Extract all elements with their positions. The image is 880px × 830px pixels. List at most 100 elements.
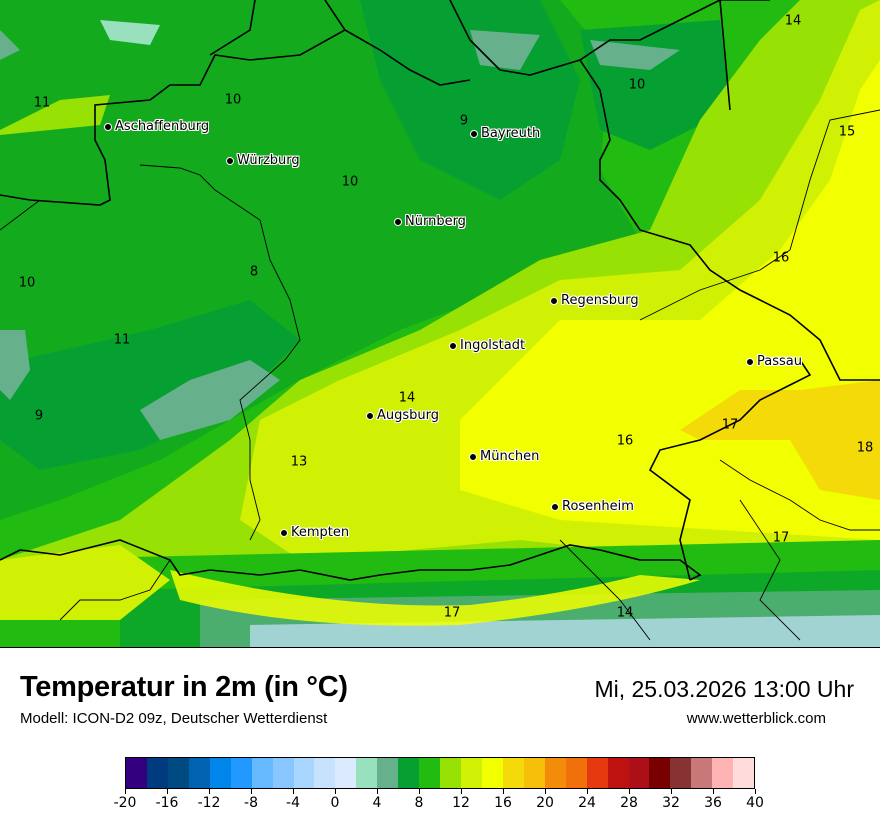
colorbar-segment <box>691 758 713 788</box>
colorbar-segment <box>607 758 629 788</box>
city-dot-icon <box>470 129 478 138</box>
city-marker-rosenheim: Rosenheim <box>551 499 634 514</box>
colorbar-tick-label: 20 <box>536 795 554 811</box>
map-value-label: 10 <box>628 77 646 93</box>
city-marker-nuernberg: Nürnberg <box>394 214 466 229</box>
colorbar-segment <box>335 758 357 788</box>
city-dot-icon <box>226 156 234 165</box>
map-value-label: 9 <box>34 408 44 424</box>
map-value-label: 16 <box>616 433 634 449</box>
colorbar-segment <box>628 758 650 788</box>
colorbar-segment <box>523 758 545 788</box>
colorbar-tick-label: 36 <box>704 795 722 811</box>
colorbar-segment <box>209 758 231 788</box>
colorbar-segment <box>440 758 461 788</box>
forecast-datetime: Mi, 25.03.2026 13:00 Uhr <box>594 676 854 702</box>
temperature-colorbar <box>125 757 755 789</box>
colorbar-tick-label: 28 <box>620 795 638 811</box>
colorbar-tick-label: -8 <box>244 795 258 811</box>
colorbar-tick-mark <box>166 789 168 794</box>
colorbar-tick-mark <box>208 789 210 794</box>
colorbar-tick-label: 0 <box>330 795 340 811</box>
colorbar-segment <box>586 758 608 788</box>
colorbar-segment <box>272 758 294 788</box>
map-value-label: 14 <box>784 13 802 29</box>
map-value-label: 10 <box>341 174 359 190</box>
colorbar-tick-label: 24 <box>578 795 596 811</box>
colorbar-tick-label: 32 <box>662 795 680 811</box>
map-value-label: 10 <box>18 275 36 291</box>
city-marker-passau: Passau <box>746 354 802 369</box>
colorbar-segment <box>565 758 587 788</box>
colorbar-segment <box>712 758 734 788</box>
colorbar-tick-label: -4 <box>286 795 300 811</box>
colorbar-tick-label: -12 <box>197 795 221 811</box>
colorbar-tick-mark <box>586 789 588 794</box>
colorbar-tick-mark <box>418 789 420 794</box>
map-value-label: 14 <box>398 390 416 406</box>
colorbar-segment <box>733 758 755 788</box>
map-value-label: 17 <box>772 530 790 546</box>
colorbar-segment <box>481 758 503 788</box>
colorbar-tick-mark <box>628 789 630 794</box>
colorbar-tick-label: 12 <box>452 795 470 811</box>
colorbar-segment <box>126 758 147 788</box>
city-marker-ingolstadt: Ingolstadt <box>449 338 525 353</box>
map-value-label: 10 <box>224 92 242 108</box>
colorbar-segment <box>230 758 252 788</box>
model-source: Modell: ICON-D2 09z, Deutscher Wetterdie… <box>20 710 328 727</box>
map-value-label: 18 <box>856 440 874 456</box>
city-dot-icon <box>469 452 477 461</box>
colorbar-segment <box>251 758 273 788</box>
city-marker-regensburg: Regensburg <box>550 293 639 308</box>
city-marker-aschaffenburg: Aschaffenburg <box>104 119 209 134</box>
map-value-label: 17 <box>443 605 461 621</box>
colorbar-tick-label: 4 <box>372 795 382 811</box>
city-dot-icon <box>550 296 558 305</box>
colorbar-segment <box>419 758 441 788</box>
colorbar-tick-mark <box>712 789 714 794</box>
colorbar-tick-label: -20 <box>113 795 137 811</box>
colorbar-segment <box>356 758 378 788</box>
colorbar-tick-label: 16 <box>494 795 512 811</box>
colorbar-tick-mark <box>334 789 336 794</box>
city-dot-icon <box>280 528 288 537</box>
colorbar-segment <box>544 758 566 788</box>
temperature-map: 14 11 10 10 9 15 10 16 8 10 11 14 9 17 1… <box>0 0 880 648</box>
city-marker-augsburg: Augsburg <box>366 408 439 423</box>
colorbar-segment <box>649 758 671 788</box>
colorbar-tick-label: -16 <box>155 795 179 811</box>
city-dot-icon <box>104 122 112 131</box>
map-value-label: 14 <box>616 605 634 621</box>
colorbar-tick-mark <box>376 789 378 794</box>
colorbar-segment <box>461 758 482 788</box>
map-value-label: 16 <box>772 250 790 266</box>
colorbar-segment <box>188 758 210 788</box>
website-link[interactable]: www.wetterblick.com <box>686 710 826 727</box>
map-title: Temperatur in 2m (in °C) <box>20 671 348 703</box>
map-value-label: 9 <box>459 113 469 129</box>
map-value-label: 15 <box>838 124 856 140</box>
colorbar-tick-label: 40 <box>746 795 764 811</box>
colorbar-tick-mark <box>670 789 672 794</box>
city-dot-icon <box>746 357 754 366</box>
city-marker-bayreuth: Bayreuth <box>470 126 540 141</box>
colorbar-tick-mark <box>124 789 126 794</box>
colorbar-tick-mark <box>250 789 252 794</box>
colorbar-segment <box>293 758 315 788</box>
colorbar-segment <box>146 758 168 788</box>
colorbar-segment <box>377 758 399 788</box>
map-value-label: 13 <box>290 454 308 470</box>
city-marker-muenchen: München <box>469 449 539 464</box>
colorbar-tick-mark <box>544 789 546 794</box>
colorbar-tick-label: 8 <box>414 795 424 811</box>
colorbar-tick-mark <box>460 789 462 794</box>
colorbar-tick-mark <box>502 789 504 794</box>
city-dot-icon <box>551 502 559 511</box>
map-value-label: 8 <box>249 264 259 280</box>
city-marker-wuerzburg: Würzburg <box>226 153 300 168</box>
colorbar-segment <box>398 758 420 788</box>
city-dot-icon <box>394 217 402 226</box>
colorbar-segment <box>167 758 189 788</box>
map-value-label: 11 <box>33 95 51 111</box>
